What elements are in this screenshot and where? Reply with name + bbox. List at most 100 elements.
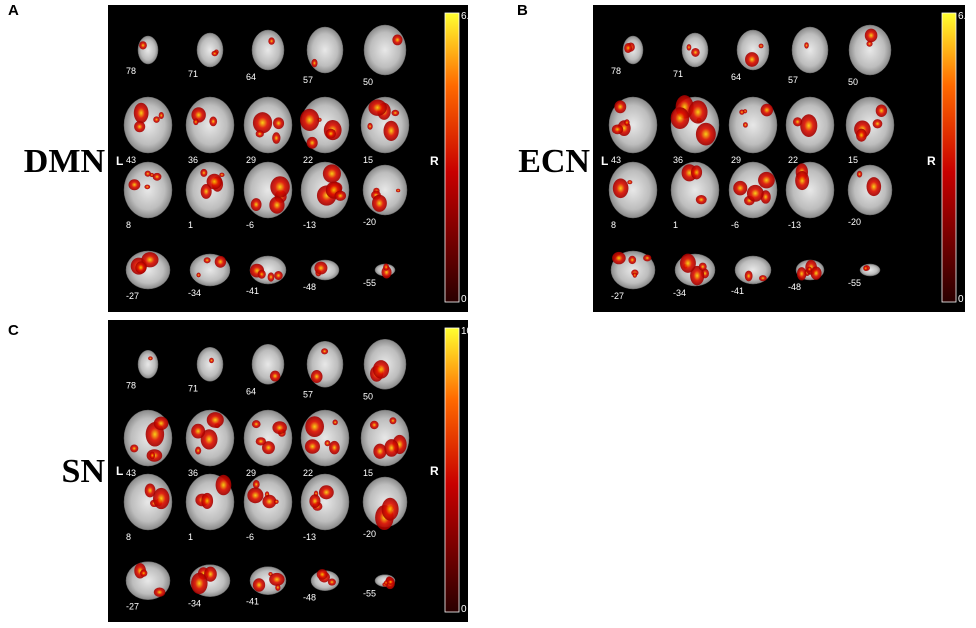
- slice-label: -6: [731, 220, 739, 230]
- activation-blob: [305, 416, 324, 437]
- slice-label: 78: [126, 380, 136, 390]
- activation-blob: [381, 497, 399, 521]
- activation-blob: [383, 120, 399, 141]
- activation-blob: [274, 271, 283, 281]
- slice-label: 78: [611, 66, 621, 76]
- brain-slice: [859, 263, 881, 277]
- activation-blob: [252, 479, 260, 489]
- activation-blob: [369, 420, 379, 430]
- activation-blob: [383, 580, 389, 586]
- slice-label: 64: [246, 72, 256, 82]
- activation-blob: [215, 474, 232, 496]
- activation-blob: [153, 487, 170, 510]
- activation-blob: [268, 37, 275, 45]
- activation-blob: [133, 102, 149, 124]
- activation-blob: [800, 114, 818, 137]
- activation-blob: [695, 195, 707, 205]
- activation-blob: [627, 180, 633, 185]
- activation-blob: [139, 41, 147, 50]
- activation-blob: [191, 572, 208, 595]
- activation-blob: [314, 261, 328, 275]
- slice-label: 57: [303, 75, 313, 85]
- slice-label: 78: [126, 66, 136, 76]
- activation-blob: [250, 198, 262, 211]
- activation-blob: [611, 124, 624, 135]
- activation-blob: [690, 165, 703, 180]
- activation-blob: [744, 270, 753, 282]
- activation-blob: [270, 176, 290, 198]
- activation-blob: [686, 44, 692, 51]
- activation-blob: [153, 416, 169, 431]
- activation-blob: [372, 360, 390, 379]
- activation-blob: [367, 122, 373, 130]
- activation-blob: [321, 348, 329, 355]
- activation-blob: [760, 103, 774, 117]
- activation-blob: [306, 136, 318, 149]
- slice-label: -13: [303, 532, 316, 542]
- slice-label: 1: [188, 532, 193, 542]
- activation-blob: [257, 269, 266, 279]
- activation-blob: [795, 170, 810, 191]
- network-label: ECN: [518, 143, 590, 180]
- activation-blob: [325, 128, 336, 139]
- colorbar-min: 0: [461, 604, 467, 615]
- slice-label: 22: [303, 468, 313, 478]
- activation-blob: [612, 251, 626, 265]
- right-marker: R: [430, 154, 439, 168]
- activation-blob: [269, 370, 281, 382]
- slice-label: -34: [673, 288, 686, 298]
- right-marker: R: [430, 464, 439, 478]
- activation-blob: [391, 109, 400, 117]
- activation-blob: [144, 184, 151, 190]
- colorbar: [444, 327, 460, 613]
- brain-slice: [137, 35, 159, 65]
- activation-blob: [614, 100, 627, 114]
- activation-blob: [334, 190, 347, 201]
- slice-label: -20: [363, 529, 376, 539]
- slice-label: 36: [188, 155, 198, 165]
- brain-slice: [608, 161, 658, 219]
- brain-slice: [196, 32, 224, 68]
- slice-label: -13: [303, 220, 316, 230]
- colorbar-max: 6.8: [461, 11, 475, 22]
- activation-blob: [392, 34, 403, 46]
- activation-blob: [135, 261, 147, 274]
- activation-blob: [311, 58, 318, 68]
- activation-blob: [149, 451, 156, 460]
- activation-blob: [272, 132, 281, 144]
- slice-label: 22: [303, 155, 313, 165]
- slice-label: -27: [126, 602, 139, 612]
- slice-label: 1: [188, 220, 193, 230]
- activation-blob: [318, 485, 334, 500]
- activation-blob: [746, 184, 764, 202]
- activation-blob: [866, 40, 873, 47]
- colorbar: [941, 12, 957, 303]
- brain-slice: [363, 24, 407, 76]
- activation-blob: [206, 412, 224, 428]
- slice-label: 8: [611, 220, 616, 230]
- activation-blob: [158, 111, 164, 119]
- activation-blob: [742, 122, 748, 128]
- activation-blob: [387, 578, 395, 585]
- activation-blob: [368, 99, 387, 116]
- slice-label: 57: [788, 75, 798, 85]
- panel-letter: C: [8, 322, 19, 339]
- slice-label: -6: [246, 220, 254, 230]
- brain-slice: [845, 96, 895, 154]
- activation-blob: [395, 188, 401, 193]
- activation-blob: [204, 566, 217, 582]
- activation-blob: [739, 109, 745, 115]
- activation-blob: [310, 370, 323, 384]
- slice-label: 50: [363, 391, 373, 401]
- activation-blob: [670, 107, 690, 129]
- activation-blob: [219, 172, 225, 178]
- colorbar-max: 10.8: [461, 326, 481, 337]
- activation-blob: [251, 420, 261, 429]
- activation-blob: [269, 196, 285, 214]
- network-label: DMN: [24, 143, 106, 180]
- activation-blob: [856, 128, 867, 142]
- slice-label: -20: [363, 217, 376, 227]
- slice-label: 8: [126, 532, 131, 542]
- activation-blob: [698, 262, 707, 271]
- activation-blob: [255, 437, 267, 446]
